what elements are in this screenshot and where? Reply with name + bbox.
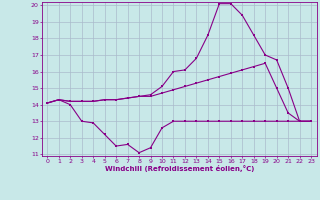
X-axis label: Windchill (Refroidissement éolien,°C): Windchill (Refroidissement éolien,°C) [105, 165, 254, 172]
